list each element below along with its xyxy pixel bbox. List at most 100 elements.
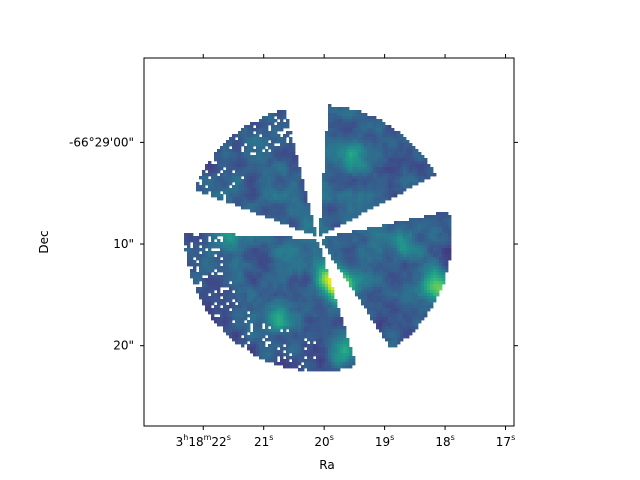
heatmap-pixel [391,188,395,192]
heatmap-pixel [385,311,389,315]
heatmap-pixel [355,197,359,201]
heatmap-pixel [337,185,341,189]
heatmap-pixel [340,269,344,273]
heatmap-pixel [427,278,431,282]
heatmap-pixel [355,131,359,135]
heatmap-pixel [340,236,344,240]
heatmap-pixel [250,242,254,246]
heatmap-pixel [385,236,389,240]
heatmap-pixel [220,161,224,165]
heatmap-pixel [373,314,377,318]
heatmap-pixel [340,233,344,237]
heatmap-pixel [379,260,383,264]
heatmap-pixel [235,269,239,273]
heatmap-pixel [205,302,209,306]
heatmap-pixel [397,239,401,243]
heatmap-pixel [292,311,296,315]
heatmap-pixel [232,338,236,342]
heatmap-pixel [358,137,362,141]
heatmap-pixel [316,344,320,348]
heatmap-pixel [382,197,386,201]
heatmap-pixel [235,329,239,333]
heatmap-pixel [253,242,257,246]
heatmap-pixel [406,245,410,249]
heatmap-pixel [220,188,224,192]
heatmap-pixel [421,257,425,261]
heatmap-pixel [424,158,428,162]
heatmap-pixel [421,290,425,294]
heatmap-pixel [391,182,395,186]
heatmap-pixel [241,206,245,210]
heatmap-pixel [421,164,425,168]
heatmap-pixel [289,338,293,342]
heatmap-pixel [322,272,326,276]
heatmap-pixel [256,323,260,327]
heatmap-pixel [217,188,221,192]
heatmap-pixel [364,266,368,270]
heatmap-pixel [355,281,359,285]
heatmap-pixel [277,272,281,276]
heatmap-pixel [259,236,263,240]
heatmap-pixel [247,320,251,324]
heatmap-pixel [301,326,305,330]
heatmap-pixel [421,287,425,291]
heatmap-pixel [283,110,287,114]
heatmap-pixel [190,269,194,273]
heatmap-pixel [415,305,419,309]
heatmap-pixel [259,131,263,135]
heatmap-pixel [316,317,320,321]
heatmap-pixel [370,161,374,165]
heatmap-pixel [382,314,386,318]
heatmap-pixel [415,155,419,159]
heatmap-pixel [328,179,332,183]
heatmap-pixel [430,173,434,177]
heatmap-pixel [274,335,278,339]
heatmap-pixel [397,170,401,174]
heatmap-pixel [370,284,374,288]
heatmap-pixel [349,254,353,258]
heatmap-pixel [343,206,347,210]
heatmap-pixel [256,185,260,189]
heatmap-pixel [355,278,359,282]
heatmap-pixel [385,335,389,339]
heatmap-pixel [337,308,341,312]
heatmap-pixel [325,317,329,321]
heatmap-pixel [388,179,392,183]
heatmap-pixel [292,332,296,336]
heatmap-pixel [223,323,227,327]
heatmap-pixel [259,344,263,348]
heatmap-pixel [421,269,425,273]
heatmap-pixel [271,206,275,210]
heatmap-pixel [247,134,251,138]
heatmap-pixel [280,299,284,303]
heatmap-pixel [412,329,416,333]
heatmap-pixel [268,257,272,261]
heatmap-pixel [331,248,335,252]
heatmap-pixel [346,119,350,123]
heatmap-pixel [253,272,257,276]
heatmap-pixel [373,230,377,234]
heatmap-pixel [349,146,353,150]
heatmap-pixel [220,317,224,321]
heatmap-pixel [313,353,317,357]
heatmap-pixel [364,236,368,240]
heatmap-pixel [238,272,242,276]
heatmap-pixel [196,251,200,255]
heatmap-pixel [286,191,290,195]
heatmap-pixel [208,272,212,276]
heatmap-pixel [214,164,218,168]
heatmap-pixel [280,353,284,357]
heatmap-pixel [226,320,230,324]
heatmap-pixel [205,263,209,267]
heatmap-pixel [229,197,233,201]
heatmap-pixel [442,218,446,222]
heatmap-pixel [235,326,239,330]
heatmap-pixel [223,239,227,243]
heatmap-pixel [379,314,383,318]
heatmap-image [184,104,452,372]
heatmap-pixel [265,272,269,276]
heatmap-pixel [238,263,242,267]
heatmap-pixel [256,266,260,270]
heatmap-pixel [247,248,251,252]
heatmap-pixel [274,212,278,216]
